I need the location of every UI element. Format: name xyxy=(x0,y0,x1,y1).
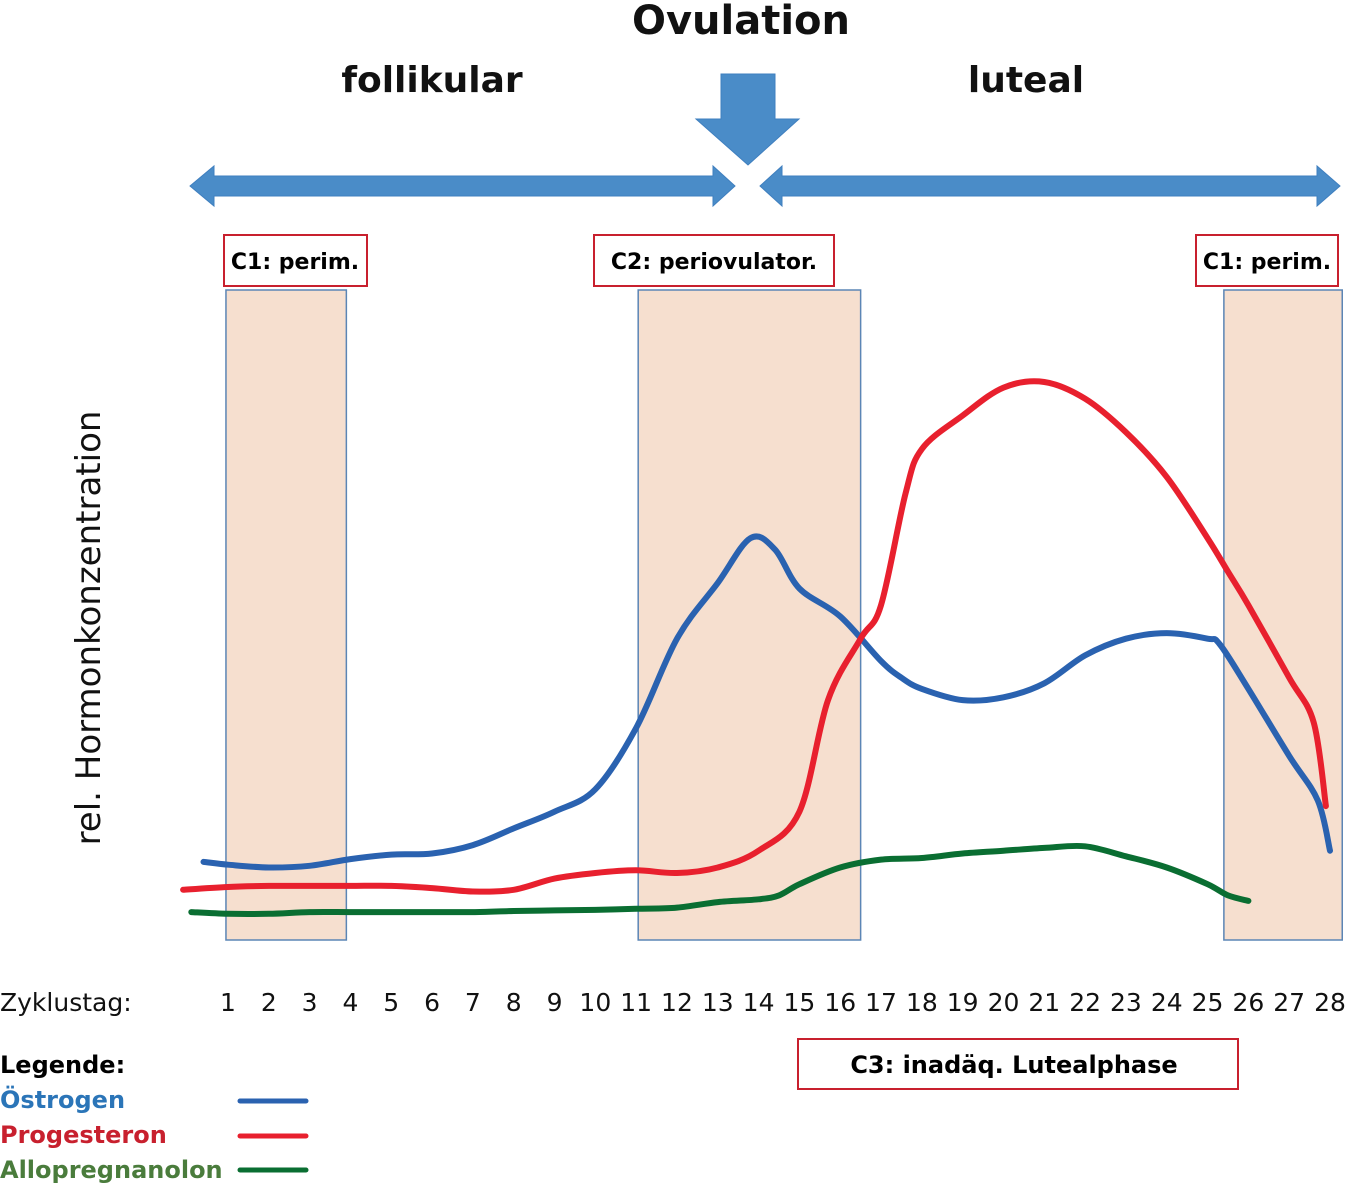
x-tick-label: 21 xyxy=(1028,988,1060,1017)
chart-title: Ovulation xyxy=(632,0,850,44)
x-tick-label: 24 xyxy=(1151,988,1183,1017)
x-tick-label: 19 xyxy=(947,988,979,1017)
legend-label-allopregnanolon: Allopregnanolon xyxy=(0,1156,223,1184)
region-label-text: C1: perim. xyxy=(231,250,359,275)
x-tick-label: 10 xyxy=(579,988,611,1017)
ovulation-arrow-icon xyxy=(694,73,801,166)
legend-label-oestrogen: Östrogen xyxy=(0,1084,125,1114)
legend-title: Legende: xyxy=(0,1051,125,1079)
x-tick-label: 7 xyxy=(465,988,481,1017)
annotation-c3: C3: inadäq. Lutealphase xyxy=(797,1038,1239,1090)
x-tick-label: 14 xyxy=(743,988,775,1017)
highlight-region-1 xyxy=(225,289,348,941)
x-tick-label: 23 xyxy=(1110,988,1142,1017)
x-tick-label: 13 xyxy=(702,988,734,1017)
legend: Legende: Östrogen Progesteron Allopregna… xyxy=(0,1051,309,1184)
x-axis-label: Zyklustag: xyxy=(0,988,132,1017)
series-line-allopregnanolon xyxy=(188,842,1252,918)
legend-label-progesteron: Progesteron xyxy=(0,1121,167,1149)
x-tick-label: 26 xyxy=(1232,988,1264,1017)
x-tick-label: 22 xyxy=(1069,988,1101,1017)
x-tick-label: 4 xyxy=(342,988,358,1017)
phase-label-luteal: luteal xyxy=(968,60,1084,101)
series-line-progesteron xyxy=(180,378,1329,895)
highlight-region-2 xyxy=(637,289,862,941)
x-tick-label: 12 xyxy=(661,988,693,1017)
series-line-strogen xyxy=(200,533,1333,871)
luteal-phase-double-arrow-icon xyxy=(759,164,1341,208)
region-label-text: C1: perim. xyxy=(1203,250,1331,275)
x-tick-label: 6 xyxy=(424,988,440,1017)
x-tick-label: 16 xyxy=(824,988,856,1017)
follicular-phase-double-arrow-icon xyxy=(189,164,736,208)
x-axis-ticks: 1 2 3 4 5 6 7 8 9 10 11 12 13 14 15 16 17 18 19 20 21 22 23 24 2… xyxy=(220,988,1346,1017)
region-label-c1-right: C1: perim. xyxy=(1195,234,1339,287)
x-tick-label: 15 xyxy=(784,988,816,1017)
y-axis-label: rel. Hormonkonzentration xyxy=(69,411,109,846)
x-tick-label: 3 xyxy=(302,988,318,1017)
x-tick-label: 27 xyxy=(1273,988,1305,1017)
highlight-region-3 xyxy=(1223,289,1343,941)
x-tick-label: 5 xyxy=(383,988,399,1017)
series-lines xyxy=(180,378,1333,918)
highlight-regions xyxy=(225,289,1343,941)
phase-label-follicular: follikular xyxy=(341,60,523,101)
x-tick-label: 1 xyxy=(220,988,236,1017)
annotation-c3-text: C3: inadäq. Lutealphase xyxy=(850,1051,1177,1079)
x-tick-label: 20 xyxy=(988,988,1020,1017)
x-tick-label: 9 xyxy=(547,988,563,1017)
x-tick-label: 8 xyxy=(506,988,522,1017)
x-tick-label: 18 xyxy=(906,988,938,1017)
region-label-c1-left: C1: perim. xyxy=(223,234,368,287)
x-tick-label: 2 xyxy=(261,988,277,1017)
x-tick-label: 17 xyxy=(865,988,897,1017)
x-tick-label: 11 xyxy=(620,988,652,1017)
region-label-text: C2: periovulator. xyxy=(611,250,817,275)
x-tick-label: 28 xyxy=(1314,988,1346,1017)
region-label-c2: C2: periovulator. xyxy=(593,234,835,287)
x-tick-label: 25 xyxy=(1192,988,1224,1017)
